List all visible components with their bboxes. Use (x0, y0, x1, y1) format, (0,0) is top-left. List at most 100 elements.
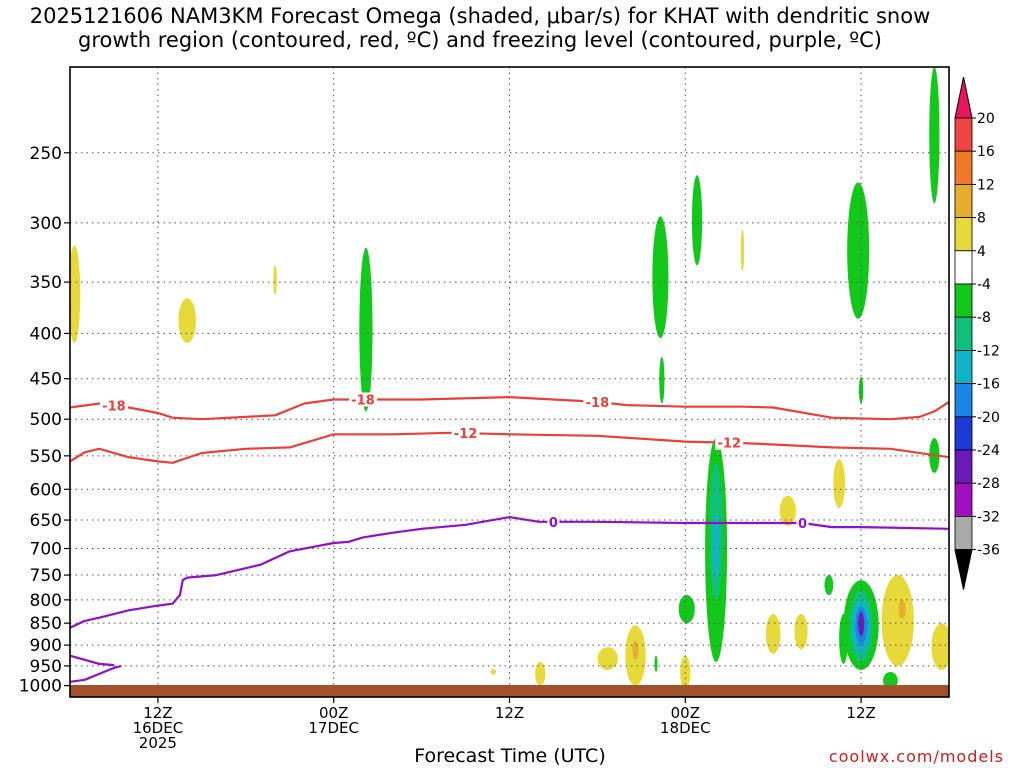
ground-layer (70, 685, 949, 697)
y-tick-label-400: 400 (30, 324, 62, 344)
colorbar-swatch-8 (954, 349, 973, 384)
contour-label-bg (349, 392, 377, 407)
title-line-2: growth region (contoured, red, ºC) and f… (78, 28, 882, 52)
credit-link[interactable]: coolwx.com/models (828, 747, 1004, 766)
contour-label-bg (715, 435, 744, 450)
colorbar-swatch-1 (954, 117, 973, 152)
omega-region-16 (713, 514, 719, 581)
contour-label-0-1: -18 (351, 393, 375, 408)
contour-label-bg (583, 394, 612, 409)
y-tick-label-300: 300 (30, 214, 62, 234)
colorbar-label-0: 20 (977, 111, 995, 127)
colorbar: 20 16 12 8 4 -4 -8 -12 -16 -20 -24 -28 -32 -36 (954, 76, 1000, 590)
colorbar-swatch-9 (954, 383, 973, 418)
contour-label-2-1: 0 (798, 517, 807, 532)
colorbar-bottom-arrow (954, 549, 973, 590)
colorbar-label-13: -36 (977, 543, 1000, 559)
omega-region-10 (858, 376, 864, 404)
colorbar-label-10: -24 (977, 443, 1000, 459)
omega-region-9 (929, 67, 940, 204)
y-tick-label-1000: 1000 (19, 677, 62, 697)
y-tick-label-250: 250 (30, 144, 62, 164)
omega-region-6 (659, 356, 665, 404)
y-tick-label-950: 950 (30, 657, 62, 677)
contour-lines: -18 -18 -18 -12 -12 0 0 (70, 392, 949, 683)
omega-region-13 (779, 495, 796, 526)
omega-region-12 (833, 459, 845, 509)
colorbar-label-1: 16 (977, 144, 995, 160)
colorbar-label-2: 12 (977, 177, 995, 193)
colorbar-swatch-2 (954, 150, 973, 185)
x-tick-label-48-2: 18DEC (660, 719, 711, 737)
omega-region-34 (535, 661, 546, 686)
y-tick-label-650: 650 (30, 511, 62, 531)
omega-region-0 (70, 245, 81, 343)
colorbar-swatch-11 (954, 449, 973, 484)
colorbar-swatch-10 (954, 416, 973, 451)
colorbar-label-8: -16 (977, 377, 1000, 393)
omega-region-29 (765, 614, 781, 654)
contour-label-0-0: -18 (102, 400, 126, 415)
colorbar-swatch-4 (954, 217, 973, 252)
omega-region-17 (678, 595, 695, 624)
contour-line-3 (70, 654, 115, 667)
colorbar-label-11: -28 (977, 476, 1000, 492)
omega-region-28 (794, 614, 808, 650)
colorbar-swatch-7 (954, 316, 973, 351)
y-tick-label-850: 850 (30, 614, 62, 634)
y-axis: 2503003504004505005506006507007508008509… (19, 144, 70, 697)
colorbar-label-9: -20 (977, 410, 1000, 426)
colorbar-top-arrow (954, 76, 973, 119)
colorbar-label-12: -32 (977, 509, 1000, 525)
omega-region-27 (898, 599, 906, 619)
x-tick-label-24-2: 17DEC (308, 719, 359, 737)
contour-label-1-1: -12 (718, 437, 742, 452)
y-tick-label-500: 500 (30, 410, 62, 430)
colorbar-label-3: 8 (977, 211, 986, 227)
x-tick-label-12-2: 16DEC (133, 719, 184, 737)
omega-region-1 (178, 298, 196, 343)
x-tick-label-60-1: 12Z (846, 704, 875, 722)
y-tick-label-900: 900 (30, 636, 62, 656)
contour-line-0 (70, 396, 949, 421)
colorbar-swatch-13 (954, 516, 973, 551)
omega-region-36 (490, 669, 497, 675)
colorbar-swatch-5 (954, 250, 973, 285)
contour-line-2 (70, 515, 949, 629)
x-tick-label-24-1: 00Z (319, 704, 348, 722)
chart-title: 2025121606 NAM3KM Forecast Omega (shaded… (0, 4, 960, 52)
colorbar-label-6: -8 (977, 310, 991, 326)
omega-region-7 (740, 229, 745, 271)
y-tick-label-350: 350 (30, 273, 62, 293)
contour-label-1-0: -12 (454, 427, 478, 442)
contour-line-1 (70, 431, 949, 464)
y-tick-label-450: 450 (30, 370, 62, 390)
colorbar-swatch-12 (954, 482, 973, 517)
colorbar-label-7: -12 (977, 343, 1000, 359)
y-tick-label-600: 600 (30, 480, 62, 500)
omega-region-18 (824, 575, 834, 596)
contour-label-bg (547, 514, 560, 529)
omega-region-8 (847, 182, 870, 319)
omega-region-30 (931, 623, 949, 670)
colorbar-label-5: -4 (977, 277, 991, 293)
contour-label-2-0: 0 (549, 516, 558, 531)
contour-label-bg (99, 398, 128, 413)
y-tick-label-550: 550 (30, 447, 62, 467)
omega-region-2 (273, 265, 277, 296)
y-tick-label-800: 800 (30, 591, 62, 611)
contour-label-bg (451, 426, 480, 441)
y-tick-label-700: 700 (30, 540, 62, 560)
omega-region-5 (691, 175, 703, 266)
omega-region-4 (652, 216, 669, 339)
omega-region-24 (858, 611, 865, 637)
x-tick-label-48-1: 00Z (671, 704, 700, 722)
omega-region-26 (881, 575, 914, 666)
omega-region-37 (654, 655, 658, 672)
x-axis-label: Forecast Time (UTC) (414, 745, 606, 767)
colorbar-swatch-3 (954, 183, 973, 218)
contour-label-0-2: -18 (586, 396, 610, 411)
omega-region-3 (359, 247, 373, 412)
x-tick-label-36-1: 12Z (495, 704, 524, 722)
